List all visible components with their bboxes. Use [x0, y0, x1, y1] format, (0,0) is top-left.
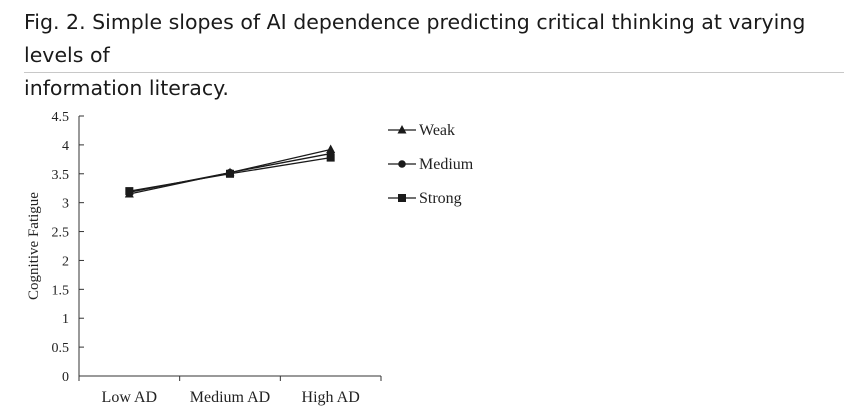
x-category-label: Low AD	[102, 389, 158, 406]
y-tick-label: 1	[62, 312, 69, 327]
legend-item-weak: Weak	[388, 122, 455, 139]
legend-label: Weak	[419, 122, 455, 139]
y-tick-label: 4.5	[52, 110, 70, 125]
y-tick-label: 2.5	[52, 226, 70, 241]
caption-line-2: information literacy.	[24, 76, 229, 100]
x-axis-categories: Low AD Medium AD High AD	[102, 389, 360, 406]
y-tick-label: 3	[62, 197, 69, 212]
square-data-point	[125, 187, 134, 196]
legend-item-strong: Strong	[388, 190, 462, 207]
y-tick-label: 4	[62, 139, 69, 154]
y-tick-label: 1.5	[52, 283, 70, 298]
legend-label: Medium	[419, 156, 474, 173]
x-category-label: High AD	[302, 389, 360, 406]
square-data-point	[326, 153, 335, 162]
y-axis-ticks: 0 0.5 1 1.5 2 2.5 3 3.5 4 4.5	[52, 110, 84, 385]
y-tick-label: 3.5	[52, 168, 70, 183]
y-tick-label: 2	[62, 254, 69, 269]
legend-triangle-marker	[397, 125, 407, 134]
y-tick-label: 0.5	[52, 341, 70, 356]
legend-item-medium: Medium	[388, 156, 474, 173]
y-axis-label: Cognitive Fatigue	[26, 192, 42, 300]
legend-square-marker	[398, 194, 406, 202]
figure-caption: Fig. 2. Simple slopes of AI dependence p…	[24, 6, 844, 105]
caption-divider	[24, 72, 844, 73]
square-data-point	[226, 169, 234, 178]
legend-label: Strong	[419, 190, 462, 207]
caption-line-1: Fig. 2. Simple slopes of AI dependence p…	[24, 10, 806, 67]
y-tick-label: 0	[62, 370, 69, 385]
x-category-label: Medium AD	[190, 389, 270, 406]
chart-axes	[78, 116, 382, 381]
chart-legend: Weak Medium Strong	[388, 122, 474, 207]
legend-circle-marker	[398, 160, 406, 168]
series-strong	[125, 153, 335, 196]
series-lines	[124, 144, 336, 198]
